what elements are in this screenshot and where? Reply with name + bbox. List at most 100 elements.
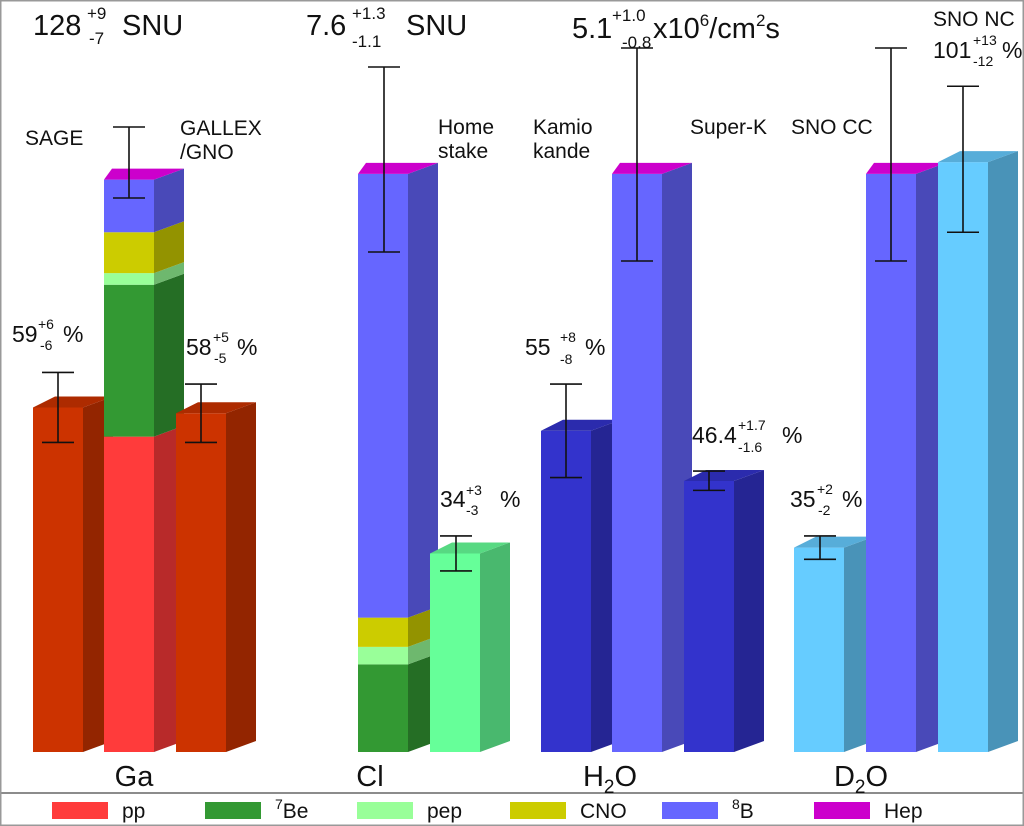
bar-cl-prediction-8B-side <box>408 162 438 618</box>
sage-pct-unit: % <box>63 321 83 347</box>
axis-label-d2o: D2O <box>834 761 888 798</box>
sno-cc-pct-up: +2 <box>817 481 833 497</box>
sno-cc-pct-value: 35 <box>790 486 816 512</box>
h2o-total-label: 5.1 +1.0 -0.8 x106/cm2s <box>572 6 780 52</box>
superk-pct-down: -1.6 <box>738 439 762 455</box>
kamiokande-pct-unit: % <box>585 334 605 360</box>
bar-superk-top <box>684 470 764 482</box>
homestake-pct-down: -3 <box>466 502 479 518</box>
sno-nc-pct: 101 +13 -12 % <box>933 32 1022 69</box>
cl-total-label: 7.6 +1.3 -1.1 SNU <box>306 4 467 51</box>
kamiokande-pct: 55 +8 -8 % <box>525 329 605 367</box>
bar-ga-prediction-pep-front <box>104 273 154 285</box>
sno-nc-pct-down: -12 <box>973 53 993 69</box>
bar-kamiokande-front <box>541 430 591 752</box>
errbar-ga-prediction <box>113 126 145 199</box>
bar-homestake-front <box>430 553 480 752</box>
gallex-label: GALLEX/GNO <box>180 117 262 164</box>
bar-h2o-prediction-8B-front <box>612 173 662 753</box>
sno-cc-pct-down: -2 <box>818 502 831 518</box>
sage-label: SAGE <box>25 127 83 150</box>
sage-pct-up: +6 <box>38 316 54 332</box>
kamiokande-label: Kamio kande <box>533 116 593 163</box>
bar-kamiokande-top <box>541 419 621 431</box>
bar-homestake-side <box>480 542 510 752</box>
cl-total-unit: SNU <box>406 10 467 42</box>
errbar-cl-prediction <box>368 66 400 253</box>
gallex-pct-down: -5 <box>214 350 227 366</box>
legend-swatch-Hep <box>814 802 870 819</box>
ga-total-err-down: -7 <box>89 29 104 48</box>
superk-pct: 46.4 +1.7 -1.6 % <box>692 417 802 455</box>
bar-ga-prediction-pp-front <box>104 436 154 752</box>
bars-layer <box>33 151 1018 753</box>
cl-total-value: 7.6 <box>306 10 346 42</box>
legend-label-Hep: Hep <box>884 800 923 823</box>
bar-gallex-side <box>226 402 256 752</box>
bar-superk-side <box>734 470 764 752</box>
errbar-d2o-prediction <box>875 47 907 262</box>
bar-ga-prediction-hep-top <box>104 168 184 180</box>
bar-superk-front <box>684 481 734 752</box>
gallex-pct-unit: % <box>237 334 257 360</box>
sno-nc-pct-up: +13 <box>973 32 997 48</box>
legend-label-8B: 8B <box>732 796 754 823</box>
gallex-pct: 58 +5 -5 % <box>186 329 257 366</box>
superk-pct-unit: % <box>782 422 802 448</box>
sno-nc-pct-value: 101 <box>933 37 971 63</box>
bar-ga-prediction-pep-side <box>154 262 184 285</box>
axis-label-ga: Ga <box>115 761 155 793</box>
sage-pct: 59 +6 -6 % <box>12 316 83 353</box>
h2o-total-err-up: +1.0 <box>612 6 646 25</box>
legend-label-7Be: 7Be <box>275 796 308 823</box>
sage-pct-value: 59 <box>12 321 38 347</box>
legend-label-pp: pp <box>122 800 145 823</box>
sno-nc-label: SNO NC <box>933 8 1015 31</box>
legend-swatch-pp <box>52 802 108 819</box>
errbar-sno-cc <box>804 535 836 561</box>
kamiokande-pct-value: 55 <box>525 334 551 360</box>
axis-label-h2o: H2O <box>583 761 637 798</box>
sno-cc-pct: 35 +2 -2 % <box>790 481 862 518</box>
h2o-total-value: 5.1 <box>572 13 612 45</box>
gallex-pct-up: +5 <box>213 329 229 345</box>
errbar-sno-nc <box>947 85 979 234</box>
sno-nc-pct-unit: % <box>1002 37 1022 63</box>
legend-swatch-pep <box>357 802 413 819</box>
legend-swatch-7Be <box>205 802 261 819</box>
bar-sage-front <box>33 407 83 752</box>
h2o-total-unit: x106/cm2s <box>653 11 780 45</box>
errbar-homestake <box>440 535 472 572</box>
legend: pp 7Be pep CNO 8B Hep <box>52 796 923 823</box>
bar-sno-cc-top <box>794 536 874 548</box>
bar-cl-prediction-hep-top <box>358 162 438 174</box>
kamiokande-pct-up: +8 <box>560 329 576 345</box>
sno-cc-label: SNO CC <box>791 116 873 139</box>
bar-sno-nc-top <box>938 151 1018 163</box>
homestake-pct: 34 +3 -3 % <box>440 482 520 518</box>
ga-total-value: 128 <box>33 10 81 42</box>
homestake-label: Home stake <box>438 116 494 163</box>
errbar-sage <box>42 371 74 444</box>
errorbars-layer <box>42 47 979 572</box>
sno-cc-pct-unit: % <box>842 486 862 512</box>
axis-label-cl: Cl <box>356 761 383 793</box>
cl-total-err-up: +1.3 <box>352 4 386 23</box>
bar-gallex-front <box>176 413 226 752</box>
gallex-pct-value: 58 <box>186 334 212 360</box>
homestake-pct-value: 34 <box>440 486 466 512</box>
ga-total-label: 128 +9 -7 SNU <box>33 4 183 48</box>
bar-cl-prediction-7Be-front <box>358 664 408 752</box>
bar-ga-prediction-CNO-side <box>154 221 184 274</box>
legend-label-pep: pep <box>427 800 462 823</box>
kamiokande-pct-down: -8 <box>560 351 573 367</box>
superk-pct-up: +1.7 <box>738 417 766 433</box>
superk-label: Super-K <box>690 116 767 139</box>
bar-ga-prediction-CNO-front <box>104 232 154 274</box>
bar-cl-prediction-CNO-front <box>358 617 408 647</box>
bar-cl-prediction-8B-front <box>358 173 408 618</box>
bar-h2o-prediction-hep-top <box>612 162 692 174</box>
cl-total-err-down: -1.1 <box>352 32 381 51</box>
